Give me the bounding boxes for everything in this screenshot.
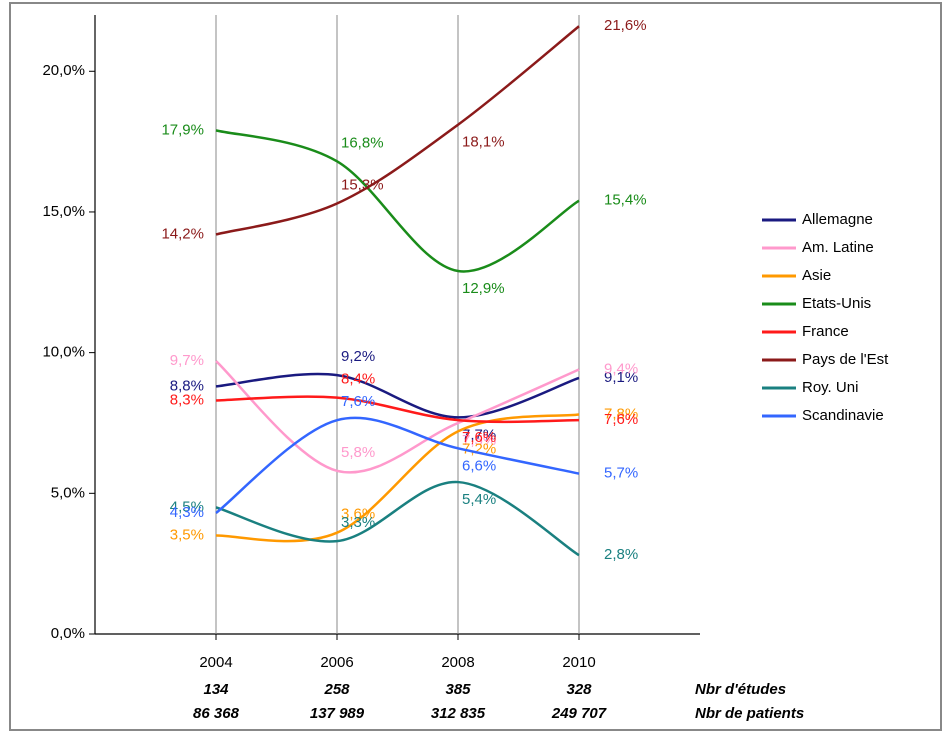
data-label: 5,7% <box>604 465 638 482</box>
legend-label: Scandinavie <box>802 407 884 424</box>
data-label: 18,1% <box>462 134 505 151</box>
legend-label: Roy. Uni <box>802 379 858 396</box>
x-tick-label: 2004 <box>199 654 232 671</box>
data-label: 9,7% <box>170 352 204 369</box>
legend-label: France <box>802 323 849 340</box>
data-label: 9,4% <box>604 360 638 377</box>
data-label: 8,3% <box>170 391 204 408</box>
data-label: 15,3% <box>341 176 384 193</box>
y-tick-label: 15,0% <box>42 203 85 220</box>
data-label: 17,9% <box>161 121 204 138</box>
data-label: 3,5% <box>170 526 204 543</box>
count-label: 258 <box>323 681 350 698</box>
series-line <box>215 395 580 424</box>
data-label: 3,3% <box>341 514 375 531</box>
y-tick-label: 10,0% <box>42 344 85 361</box>
data-label: 7,6% <box>462 429 496 446</box>
series-line <box>215 372 580 419</box>
data-label: 12,9% <box>462 280 505 297</box>
legend-label: Allemagne <box>802 211 873 228</box>
data-label: 5,8% <box>341 444 375 461</box>
data-label: 8,4% <box>341 371 375 388</box>
data-label: 14,2% <box>161 225 204 242</box>
data-label: 7,7% <box>462 426 496 443</box>
x-tick-label: 2006 <box>320 654 353 671</box>
count-label: 249 707 <box>551 705 607 722</box>
data-label: 3,6% <box>341 506 375 523</box>
data-label: 7,6% <box>604 411 638 428</box>
data-label: 21,6% <box>604 17 647 34</box>
count-label: 86 368 <box>193 705 240 722</box>
count-label: 385 <box>445 681 471 698</box>
row-label: Nbr de patients <box>695 705 804 722</box>
count-label: 134 <box>203 681 229 698</box>
data-label: 4,5% <box>170 498 204 515</box>
data-label: 8,8% <box>170 377 204 394</box>
legend-label: Pays de l'Est <box>802 351 889 368</box>
legend-label: Etats-Unis <box>802 295 871 312</box>
data-label: 9,1% <box>604 369 638 386</box>
data-label: 16,8% <box>341 134 384 151</box>
data-label: 4,3% <box>170 504 204 521</box>
frame <box>9 2 942 731</box>
data-label: 7,8% <box>604 406 638 423</box>
series-line <box>215 480 580 557</box>
data-label: 6,6% <box>462 457 496 474</box>
data-label: 5,4% <box>462 491 496 508</box>
y-tick-label: 20,0% <box>42 62 85 79</box>
series-line <box>215 413 580 543</box>
y-tick-label: 0,0% <box>51 625 85 642</box>
series-line <box>215 360 580 474</box>
data-label: 15,4% <box>604 192 647 209</box>
count-label: 137 989 <box>310 705 365 722</box>
count-label: 312 835 <box>431 705 486 722</box>
legend-label: Am. Latine <box>802 239 874 256</box>
data-label: 2,8% <box>604 546 638 563</box>
data-label: 7,5% <box>462 432 496 449</box>
x-tick-label: 2010 <box>562 654 595 671</box>
count-label: 328 <box>566 681 592 698</box>
data-label: 7,6% <box>341 393 375 410</box>
y-tick-label: 5,0% <box>51 484 85 501</box>
series-line <box>215 416 580 515</box>
row-label: Nbr d'études <box>695 681 786 698</box>
data-label: 7,2% <box>462 440 496 457</box>
data-label: 9,2% <box>341 348 375 365</box>
legend-label: Asie <box>802 267 831 284</box>
x-tick-label: 2008 <box>441 654 474 671</box>
series-line <box>215 25 580 236</box>
series-line <box>215 129 580 273</box>
